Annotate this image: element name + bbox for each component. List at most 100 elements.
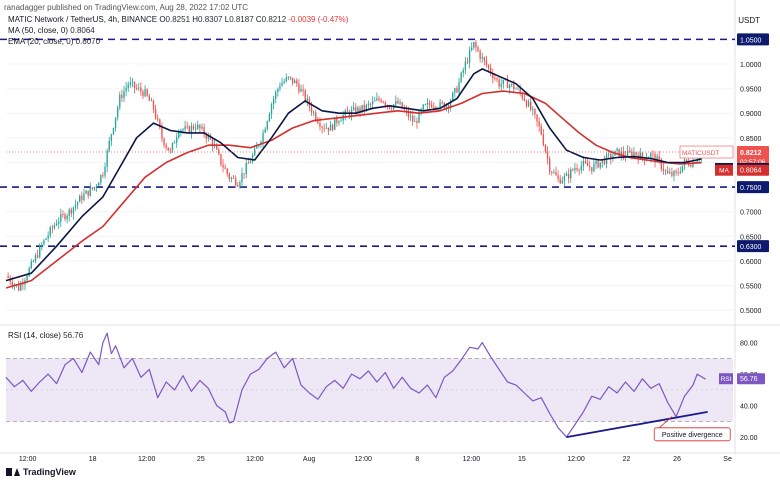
candle-body[interactable] bbox=[68, 209, 70, 216]
candle-body[interactable] bbox=[53, 225, 56, 229]
candle-body[interactable] bbox=[409, 115, 412, 117]
candle-body[interactable] bbox=[57, 221, 60, 224]
candle-body[interactable] bbox=[513, 83, 515, 90]
candle-body[interactable] bbox=[673, 171, 675, 176]
candle-body[interactable] bbox=[359, 107, 361, 112]
candle-body[interactable] bbox=[681, 165, 684, 172]
candle-body[interactable] bbox=[230, 177, 233, 179]
candle-body[interactable] bbox=[517, 88, 519, 90]
candle-body[interactable] bbox=[487, 65, 490, 68]
candle-body[interactable] bbox=[323, 127, 325, 129]
candle-body[interactable] bbox=[30, 261, 32, 269]
candle-body[interactable] bbox=[390, 108, 393, 110]
candle-body[interactable] bbox=[91, 187, 94, 189]
candle-body[interactable] bbox=[163, 138, 165, 146]
candle-body[interactable] bbox=[677, 172, 679, 174]
candle-body[interactable] bbox=[119, 94, 121, 108]
candle-body[interactable] bbox=[439, 102, 441, 109]
candle-body[interactable] bbox=[466, 61, 469, 63]
candle-body[interactable] bbox=[626, 150, 629, 158]
candle-body[interactable] bbox=[310, 106, 313, 113]
candle-body[interactable] bbox=[401, 102, 403, 109]
candle-body[interactable] bbox=[302, 89, 304, 91]
candle-body[interactable] bbox=[64, 214, 66, 220]
candle-body[interactable] bbox=[414, 121, 416, 123]
candle-body[interactable] bbox=[519, 88, 521, 94]
candle-body[interactable] bbox=[317, 119, 319, 124]
candle-body[interactable] bbox=[150, 100, 153, 102]
candle-body[interactable] bbox=[76, 202, 79, 205]
candle-body[interactable] bbox=[542, 134, 545, 146]
candle-body[interactable] bbox=[125, 87, 127, 92]
candle-body[interactable] bbox=[399, 102, 401, 104]
candle-body[interactable] bbox=[220, 154, 222, 165]
candle-body[interactable] bbox=[140, 87, 142, 92]
candle-body[interactable] bbox=[26, 275, 28, 281]
candle-body[interactable] bbox=[228, 173, 231, 179]
candle-body[interactable] bbox=[599, 162, 601, 168]
candle-body[interactable] bbox=[190, 126, 193, 133]
candle-body[interactable] bbox=[129, 82, 132, 85]
candle-body[interactable] bbox=[312, 112, 315, 114]
candle-body[interactable] bbox=[197, 124, 199, 129]
candle-body[interactable] bbox=[28, 268, 30, 276]
candle-body[interactable] bbox=[506, 79, 509, 88]
candle-body[interactable] bbox=[428, 102, 431, 105]
candle-body[interactable] bbox=[226, 168, 228, 174]
candle-body[interactable] bbox=[169, 150, 172, 152]
candle-body[interactable] bbox=[249, 161, 252, 164]
candle-body[interactable] bbox=[612, 155, 614, 159]
candle-body[interactable] bbox=[336, 118, 338, 124]
candle-body[interactable] bbox=[603, 159, 606, 165]
candle-body[interactable] bbox=[580, 165, 582, 171]
candle-body[interactable] bbox=[449, 100, 452, 108]
candle-body[interactable] bbox=[536, 114, 538, 122]
candle-body[interactable] bbox=[98, 182, 100, 186]
candle-body[interactable] bbox=[194, 128, 197, 130]
candle-body[interactable] bbox=[363, 104, 365, 110]
candle-body[interactable] bbox=[597, 160, 599, 168]
candle-body[interactable] bbox=[237, 185, 239, 187]
candle-body[interactable] bbox=[578, 169, 580, 171]
candle-body[interactable] bbox=[283, 81, 285, 83]
candle-body[interactable] bbox=[544, 145, 547, 152]
candle-body[interactable] bbox=[203, 126, 205, 135]
candle-body[interactable] bbox=[572, 169, 574, 171]
candle-body[interactable] bbox=[41, 244, 43, 247]
candle-body[interactable] bbox=[144, 89, 146, 97]
candle-body[interactable] bbox=[523, 98, 526, 101]
candle-body[interactable] bbox=[540, 126, 542, 135]
ma-50-line[interactable] bbox=[5, 90, 702, 289]
ema-legend[interactable]: EMA (20, close, 0) 0.8070 bbox=[8, 37, 100, 46]
candle-body[interactable] bbox=[20, 283, 22, 291]
candle-body[interactable] bbox=[39, 246, 41, 258]
candle-body[interactable] bbox=[135, 87, 138, 89]
candle-body[interactable] bbox=[70, 209, 73, 214]
candle-body[interactable] bbox=[534, 108, 536, 115]
candle-body[interactable] bbox=[182, 129, 184, 131]
candle-body[interactable] bbox=[256, 146, 258, 149]
candle-body[interactable] bbox=[565, 173, 568, 176]
candle-body[interactable] bbox=[346, 110, 349, 112]
candle-body[interactable] bbox=[376, 98, 378, 101]
candle-body[interactable] bbox=[633, 152, 635, 157]
candle-body[interactable] bbox=[264, 129, 266, 133]
candle-body[interactable] bbox=[87, 190, 89, 196]
candle-body[interactable] bbox=[679, 171, 682, 173]
candle-body[interactable] bbox=[433, 106, 435, 108]
candle-body[interactable] bbox=[216, 145, 218, 150]
candle-body[interactable] bbox=[607, 153, 610, 155]
candle-body[interactable] bbox=[567, 173, 570, 179]
candle-body[interactable] bbox=[382, 101, 384, 103]
candle-body[interactable] bbox=[690, 165, 692, 167]
candle-body[interactable] bbox=[593, 163, 595, 172]
candle-body[interactable] bbox=[374, 100, 376, 102]
divergence-trendline[interactable] bbox=[566, 411, 708, 439]
tradingview-logo[interactable]: TradingView bbox=[6, 467, 76, 477]
candle-body[interactable] bbox=[481, 57, 483, 59]
candle-body[interactable] bbox=[546, 151, 549, 159]
candle-body[interactable] bbox=[407, 110, 410, 117]
candle-body[interactable] bbox=[671, 172, 673, 176]
candle-body[interactable] bbox=[321, 126, 323, 128]
candle-body[interactable] bbox=[355, 107, 357, 114]
